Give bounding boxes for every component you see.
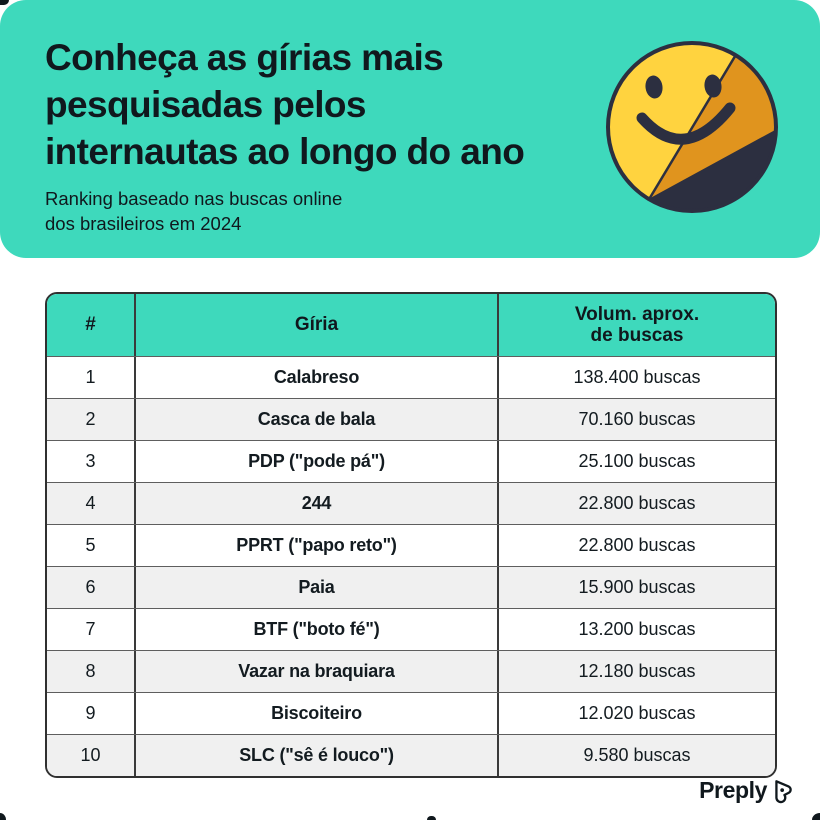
table-row: 5 PPRT ("papo reto") 22.800 buscas	[47, 524, 775, 566]
term-cell: Biscoiteiro	[134, 693, 497, 734]
volume-cell: 22.800 buscas	[497, 483, 775, 524]
title-line-2: pesquisadas pelos	[45, 84, 366, 125]
rank-cell: 9	[85, 703, 96, 723]
volume-cell: 22.800 buscas	[497, 525, 775, 566]
volume-cell: 25.100 buscas	[497, 441, 775, 482]
table-row: 4 244 22.800 buscas	[47, 482, 775, 524]
page-subtitle: Ranking baseado nas buscas online dos br…	[45, 186, 342, 236]
term-cell: Vazar na braquiara	[134, 651, 497, 692]
volume-cell: 12.180 buscas	[497, 651, 775, 692]
edge-fragment	[0, 0, 9, 5]
table-row: 10 SLC ("sê é louco") 9.580 buscas	[47, 734, 775, 776]
table-row: 8 Vazar na braquiara 12.180 buscas	[47, 650, 775, 692]
preply-logo-icon	[775, 779, 792, 803]
header-card: Conheça as gírias mais pesquisadas pelos…	[0, 0, 820, 258]
term-cell: Paia	[134, 567, 497, 608]
header-cell-volume: Volum. aprox. de buscas	[497, 294, 775, 356]
preply-logo: Preply	[699, 777, 795, 804]
page-title: Conheça as gírias mais pesquisadas pelos…	[45, 34, 525, 175]
rank-cell: 3	[85, 451, 96, 471]
title-line-1: Conheça as gírias mais	[45, 37, 444, 78]
ranking-table: # Gíria Volum. aprox. de buscas 1 Calabr…	[45, 292, 777, 778]
volume-cell: 15.900 buscas	[497, 567, 775, 608]
volume-cell: 9.580 buscas	[497, 735, 775, 776]
volume-cell: 12.020 buscas	[497, 693, 775, 734]
subtitle-line-1: Ranking baseado nas buscas online	[45, 188, 343, 209]
edge-fragment	[812, 813, 820, 820]
table-row: 3 PDP ("pode pá") 25.100 buscas	[47, 440, 775, 482]
term-cell: PPRT ("papo reto")	[134, 525, 497, 566]
rank-cell: 7	[85, 619, 96, 639]
term-cell: PDP ("pode pá")	[134, 441, 497, 482]
volume-cell: 138.400 buscas	[497, 357, 775, 398]
rank-cell: 2	[85, 409, 96, 429]
header-cell-term: Gíria	[134, 294, 497, 356]
table-header-row: # Gíria Volum. aprox. de buscas	[47, 294, 775, 356]
header-cell-rank: #	[85, 314, 96, 335]
header-volume-line-2: de buscas	[590, 325, 684, 346]
table-row: 1 Calabreso 138.400 buscas	[47, 356, 775, 398]
rank-cell: 8	[85, 661, 96, 681]
preply-wordmark: Preply	[699, 777, 767, 803]
term-cell: Casca de bala	[134, 399, 497, 440]
term-cell: SLC ("sê é louco")	[134, 735, 497, 776]
header-volume-line-1: Volum. aprox.	[574, 304, 700, 325]
table-row: 2 Casca de bala 70.160 buscas	[47, 398, 775, 440]
edge-fragment	[0, 813, 6, 820]
rank-cell: 4	[85, 493, 96, 513]
term-cell: BTF ("boto fé")	[134, 609, 497, 650]
table-row: 9 Biscoiteiro 12.020 buscas	[47, 692, 775, 734]
split-smiley-face-icon	[606, 41, 778, 213]
volume-cell: 70.160 buscas	[497, 399, 775, 440]
rank-cell: 1	[85, 367, 96, 387]
term-cell: Calabreso	[134, 357, 497, 398]
subtitle-line-2: dos brasileiros em 2024	[45, 213, 242, 234]
table-row: 7 BTF ("boto fé") 13.200 buscas	[47, 608, 775, 650]
rank-cell: 10	[80, 745, 101, 765]
rank-cell: 5	[85, 535, 96, 555]
title-line-3: internautas ao longo do ano	[45, 131, 525, 172]
edge-fragment	[427, 816, 436, 820]
volume-cell: 13.200 buscas	[497, 609, 775, 650]
term-cell: 244	[134, 483, 497, 524]
table-row: 6 Paia 15.900 buscas	[47, 566, 775, 608]
rank-cell: 6	[85, 577, 96, 597]
